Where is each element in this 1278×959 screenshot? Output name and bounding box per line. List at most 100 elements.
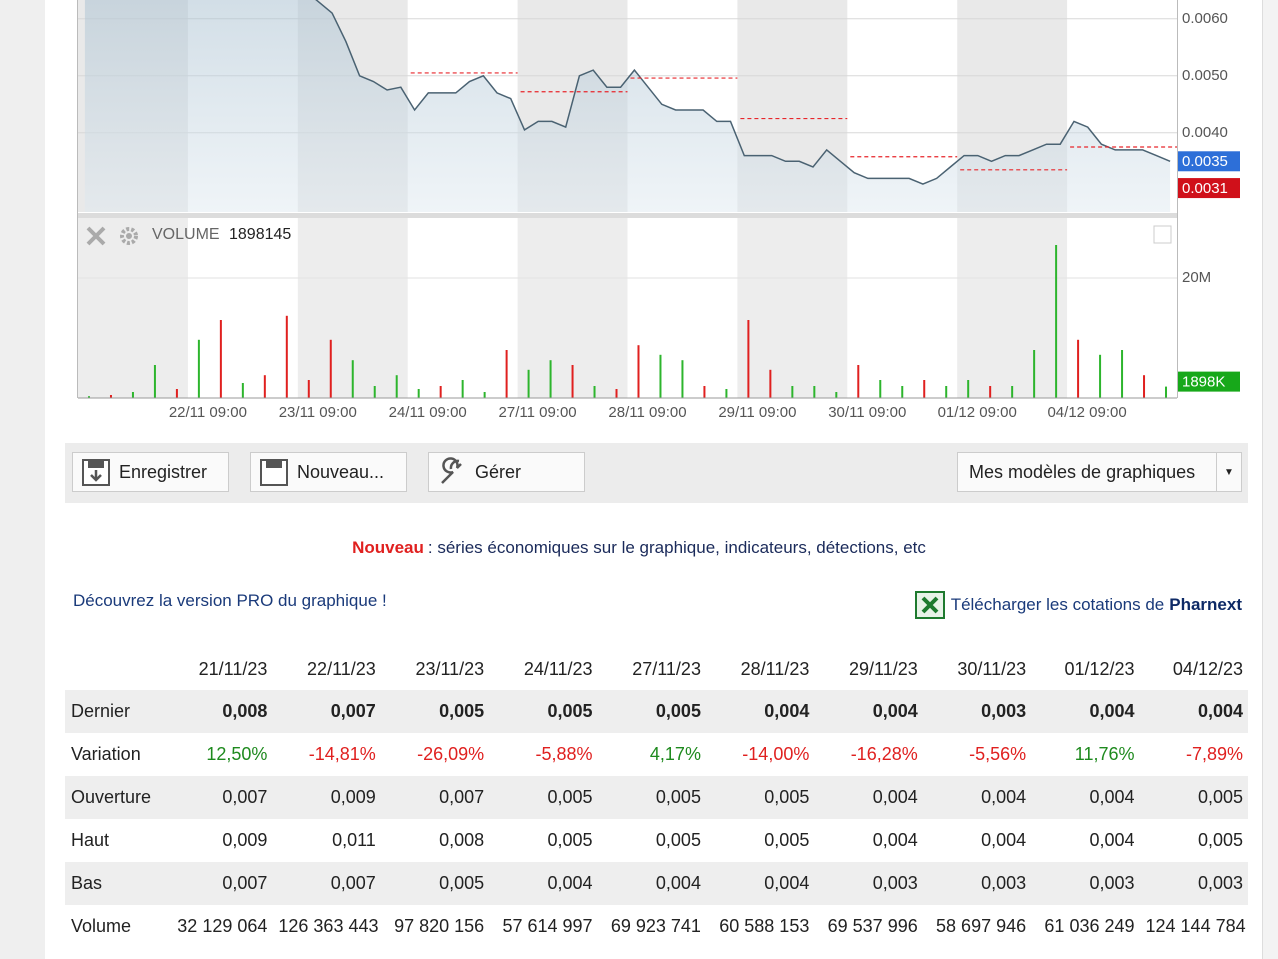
data-row: Ouverture 0,007 0,009 0,007 0,005 0,005 0,005 0… [65, 776, 1248, 819]
settings-icon[interactable] [120, 227, 138, 245]
volume-bar [1055, 245, 1058, 398]
cell: 4,17% [649, 744, 701, 764]
cell: 0,005 [380, 690, 490, 733]
cell: 0,008 [439, 830, 485, 850]
volume-bar [87, 396, 90, 398]
volume-bar [219, 320, 222, 398]
cell: 0,004 [922, 776, 1032, 819]
cell: 0,009 [272, 776, 381, 819]
dropdown-label: Mes modèles de graphiques [969, 461, 1196, 482]
volume-title: VOLUME [152, 226, 220, 243]
pro-link[interactable]: Découvrez la version PRO du graphique ! [73, 591, 387, 610]
cell: 97 820 156 [394, 916, 485, 936]
download-link[interactable]: Télécharger les cotations de Pharnext [914, 591, 1242, 619]
cell: 0,003 [1139, 862, 1248, 905]
price-line [315, 0, 1171, 185]
volume-bar [373, 386, 376, 398]
date-header: 22/11/23 [307, 658, 376, 679]
x-tick-label: 30/11 09:00 [828, 404, 906, 421]
cell: -5,56% [969, 744, 1027, 764]
left-gutter [0, 0, 45, 959]
volume-bar [109, 395, 112, 398]
volume-bar [923, 380, 926, 398]
new-button[interactable]: Nouveau... [250, 452, 407, 492]
y-tick-label: 20M [1182, 269, 1211, 286]
y-tick-label: 0.0040 [1182, 124, 1228, 141]
price-tag [1178, 178, 1240, 199]
save-icon [82, 459, 110, 486]
cell: 0,005 [597, 690, 706, 733]
new-icon [260, 459, 288, 486]
close-icon[interactable] [86, 226, 106, 246]
cell: 0,004 [1089, 830, 1135, 850]
volume-bar [571, 365, 574, 398]
row-label: Haut [71, 830, 110, 850]
cell: -16,28% [850, 744, 918, 764]
panel-checkbox[interactable] [1153, 225, 1172, 244]
x-tick-label: 22/11 09:00 [169, 404, 247, 421]
charts: VOLUME 1898145 0.0040 0.0050 0.0060 22/11 0… [77, 0, 1240, 421]
cell: 0,004 [981, 830, 1027, 850]
y-tick-label: 0.0060 [1182, 10, 1228, 27]
cell: 0,005 [547, 830, 593, 850]
volume-bar [351, 360, 354, 398]
save-button[interactable]: Enregistrer [72, 452, 229, 492]
cell: 0,004 [705, 862, 815, 905]
volume-bar [945, 386, 948, 398]
volume-bar [857, 365, 860, 398]
volume-bar [153, 365, 156, 398]
date-header: 30/11/23 [957, 658, 1027, 679]
cell: 0,009 [222, 830, 268, 850]
price-tag [1178, 151, 1240, 172]
cell: 0,003 [922, 862, 1032, 905]
dropdown-arrow: ▼ [1216, 453, 1241, 491]
date-header: 23/11/23 [415, 658, 485, 679]
cell: 0,004 [872, 830, 918, 850]
row-label: Ouverture [65, 776, 164, 819]
data-row: Haut 0,009 0,011 0,008 0,005 0,005 0,005 0,004 0… [65, 819, 1248, 862]
templates-dropdown[interactable]: Mes modèles de graphiques ▼ [957, 452, 1242, 492]
volume-bar [527, 369, 530, 398]
volume-bar [747, 320, 750, 398]
volume-bar [505, 350, 508, 398]
cell: 0,007 [380, 776, 490, 819]
cell: 11,76% [1074, 744, 1135, 764]
volume-bar [593, 386, 596, 398]
notice: Nouveau: séries économiques sur le graph… [0, 538, 1278, 558]
x-tick-label: 29/11 09:00 [718, 404, 796, 421]
y-tick-label: 0.0050 [1182, 67, 1228, 84]
download-text: Télécharger les cotations de [950, 595, 1165, 614]
price-tag-label: 0.0031 [1182, 180, 1228, 197]
manage-button[interactable]: Gérer [428, 452, 585, 492]
date-header: 28/11/23 [740, 658, 810, 679]
x-tick-label: 01/12 09:00 [938, 404, 1017, 421]
cell: 0,005 [597, 776, 706, 819]
cell: 0,003 [1031, 862, 1140, 905]
panel-separator [78, 213, 1177, 218]
data-row: Dernier 0,008 0,007 0,005 0,005 0,005 0,004 0,0… [65, 690, 1248, 733]
volume-bar [813, 386, 816, 398]
volume-last: 1898145 [229, 226, 291, 243]
x-tick-label: 28/11 09:00 [608, 404, 686, 421]
cell: 0,003 [814, 862, 923, 905]
date-header: 24/11/23 [523, 658, 593, 679]
cell: 0,004 [814, 776, 923, 819]
volume-bar [615, 389, 618, 398]
data-row: Variation 12,50% -14,81% -26,09% -5,88% 4,17%… [65, 733, 1248, 776]
volume-bar [285, 315, 288, 398]
x-tick-label: 27/11 09:00 [499, 404, 577, 421]
volume-bar [703, 386, 706, 398]
button-label: Nouveau... [297, 461, 385, 482]
cell: 126 363 443 [278, 916, 379, 936]
cell: 0,004 [1031, 776, 1140, 819]
x-tick-label: 24/11 09:00 [389, 404, 467, 421]
volume-bar [681, 360, 684, 398]
cell: 0,007 [272, 862, 381, 905]
cell: 69 923 741 [610, 916, 701, 936]
volume-bar [1077, 339, 1080, 398]
cell: 12,50% [206, 744, 268, 764]
volume-bar [835, 392, 838, 398]
volume-bar [549, 360, 552, 398]
quotes-table: 21/11/23 22/11/23 23/11/23 24/11/23 27/11/23… [65, 648, 1248, 948]
